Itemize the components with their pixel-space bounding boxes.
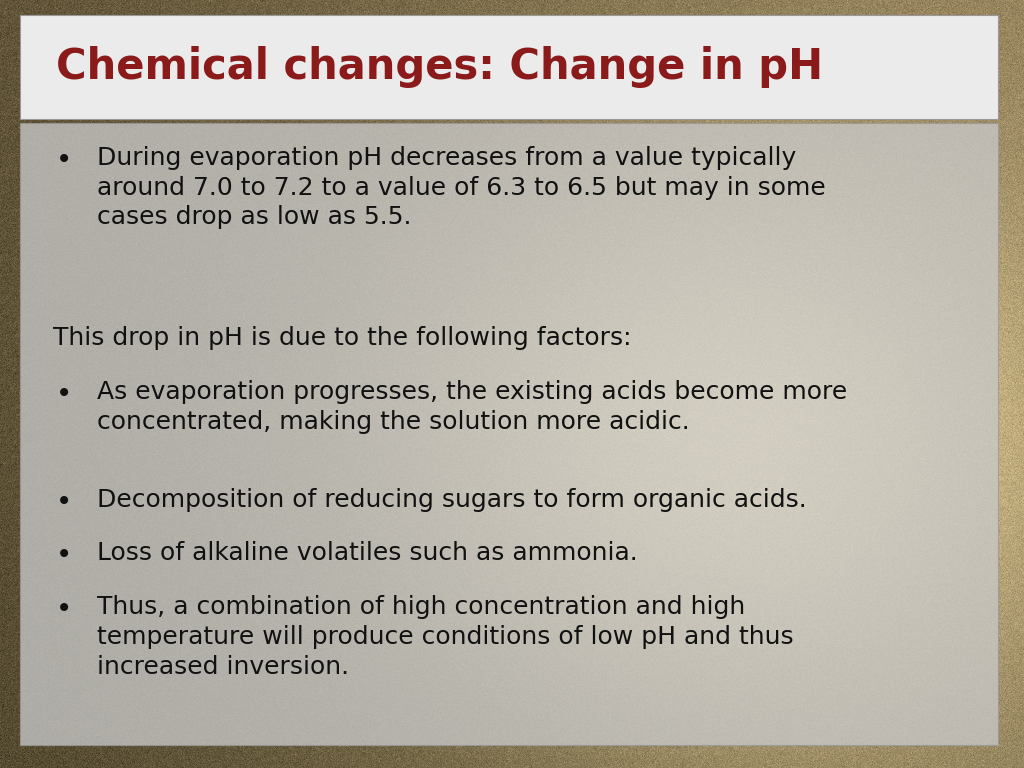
Text: •: • xyxy=(56,380,73,408)
Text: This drop in pH is due to the following factors:: This drop in pH is due to the following … xyxy=(53,326,632,350)
Text: Loss of alkaline volatiles such as ammonia.: Loss of alkaline volatiles such as ammon… xyxy=(97,541,638,565)
Text: Chemical changes: Change in pH: Chemical changes: Change in pH xyxy=(56,46,823,88)
Text: •: • xyxy=(56,146,73,174)
Text: As evaporation progresses, the existing acids become more
concentrated, making t: As evaporation progresses, the existing … xyxy=(97,380,848,434)
Text: Thus, a combination of high concentration and high
temperature will produce cond: Thus, a combination of high concentratio… xyxy=(97,595,794,679)
Text: During evaporation pH decreases from a value typically
around 7.0 to 7.2 to a va: During evaporation pH decreases from a v… xyxy=(97,146,826,230)
Text: •: • xyxy=(56,488,73,515)
Text: •: • xyxy=(56,595,73,623)
FancyBboxPatch shape xyxy=(20,15,998,119)
FancyBboxPatch shape xyxy=(20,123,998,745)
Text: •: • xyxy=(56,541,73,569)
Text: Decomposition of reducing sugars to form organic acids.: Decomposition of reducing sugars to form… xyxy=(97,488,807,511)
